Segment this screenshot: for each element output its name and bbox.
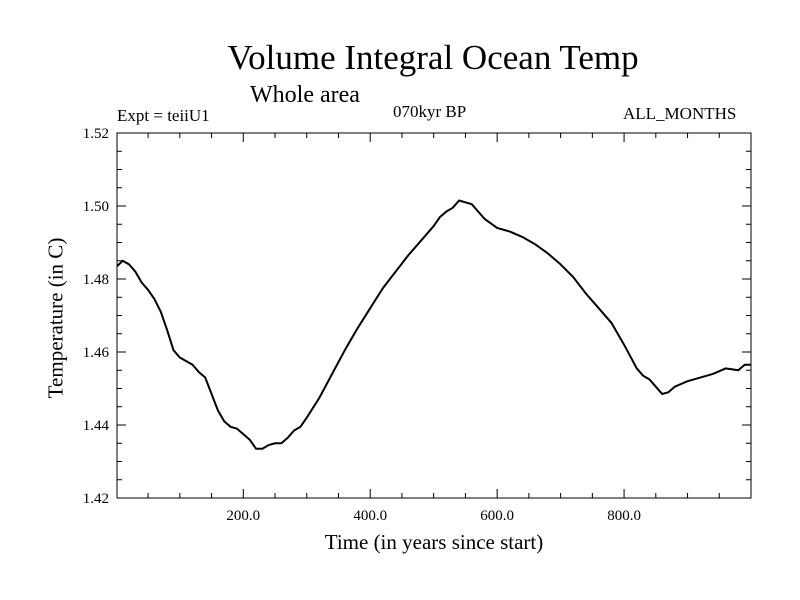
x-tick-label: 800.0 bbox=[607, 508, 641, 524]
plot-frame bbox=[116, 132, 752, 499]
x-tick-label: 400.0 bbox=[353, 508, 387, 524]
y-tick-label: 1.52 bbox=[83, 126, 109, 142]
x-tick-label: 200.0 bbox=[226, 508, 260, 524]
x-tick-label: 600.0 bbox=[480, 508, 514, 524]
experiment-label: Expt = teiiU1 bbox=[117, 106, 210, 125]
y-tick-label: 1.46 bbox=[83, 345, 110, 361]
y-tick-label: 1.50 bbox=[83, 199, 109, 215]
chart-subtitle: Whole area bbox=[250, 82, 360, 108]
x-axis-label: Time (in years since start) bbox=[324, 530, 544, 554]
y-tick-label: 1.48 bbox=[83, 272, 109, 288]
chart-title: Volume Integral Ocean Temp bbox=[227, 38, 639, 77]
temperature-series-line bbox=[116, 199, 751, 450]
months-label: ALL_MONTHS bbox=[623, 104, 737, 123]
y-tick-label: 1.42 bbox=[83, 491, 109, 507]
period-label: 070kyr BP bbox=[393, 102, 467, 121]
y-tick-label: 1.44 bbox=[83, 418, 110, 434]
